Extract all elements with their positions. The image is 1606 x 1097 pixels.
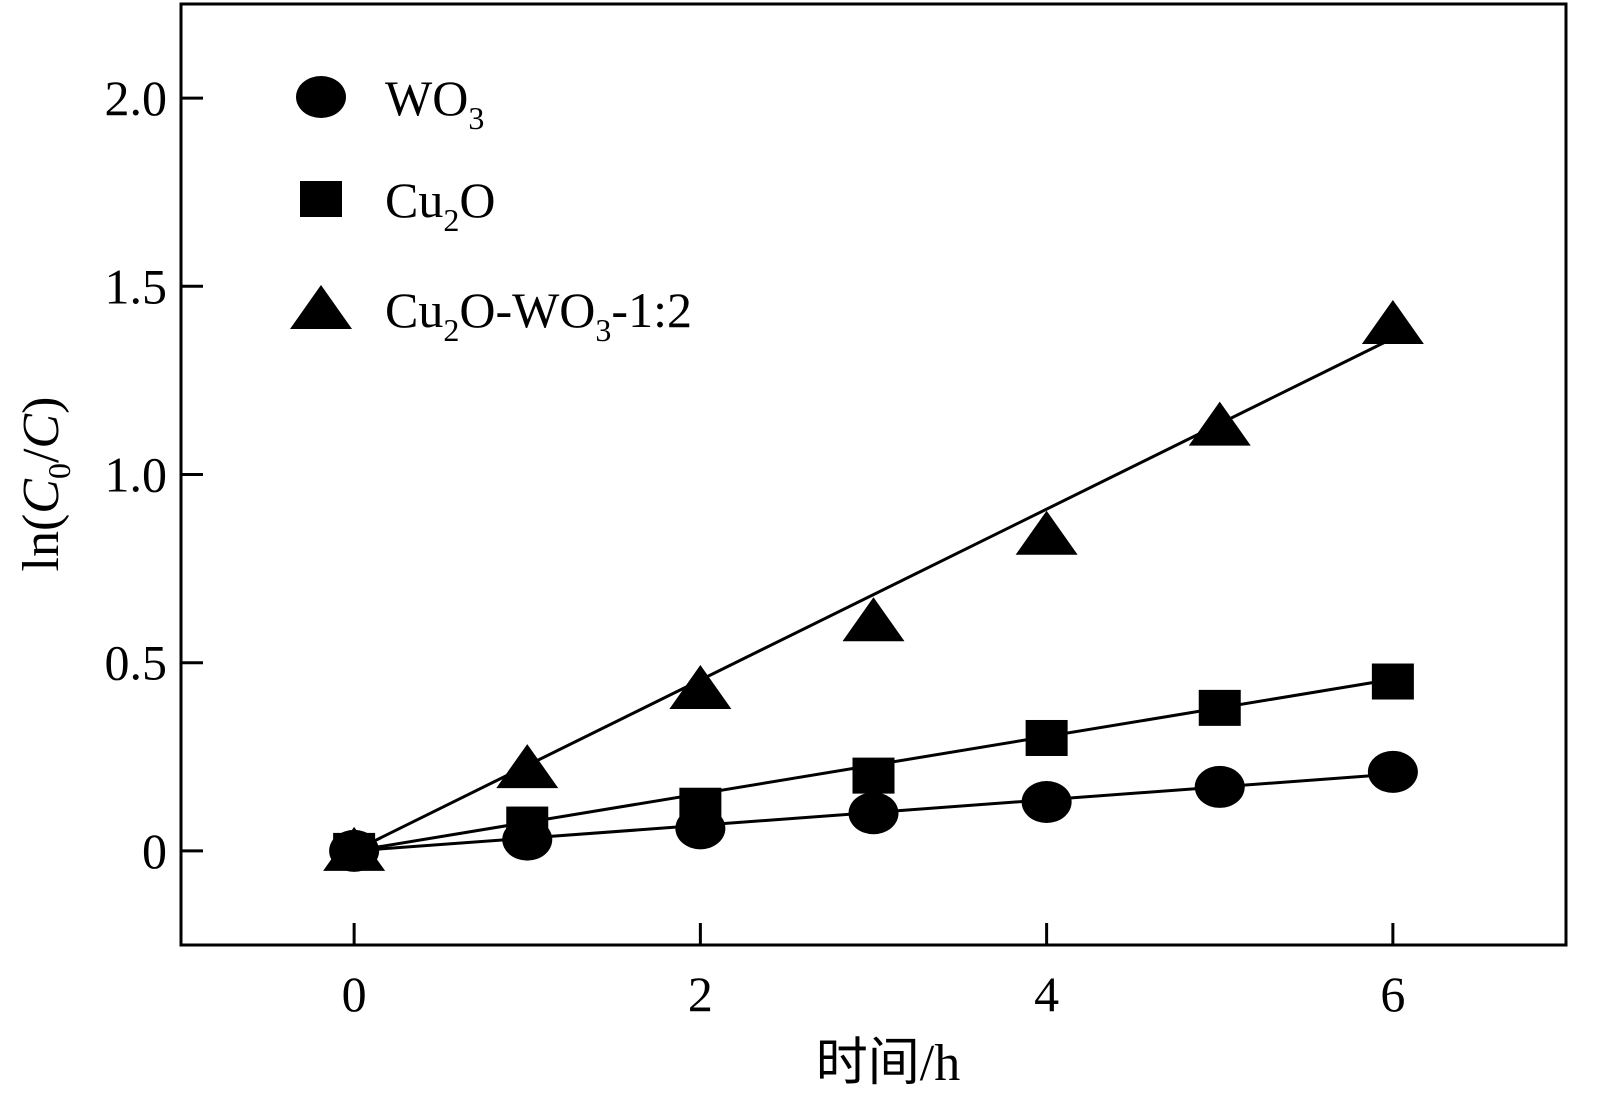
composite-point — [669, 665, 732, 710]
wo3-point — [1367, 750, 1418, 793]
wo3-point — [1021, 780, 1072, 823]
y-tick-label: 0 — [142, 823, 167, 879]
composite-point — [1015, 510, 1078, 555]
cu2o-point — [1371, 663, 1414, 700]
cu2o-point — [679, 787, 722, 824]
cu2o-point — [1025, 719, 1068, 756]
x-tick-label: 0 — [342, 966, 367, 1022]
cu2o-point — [852, 757, 895, 794]
wo3-legend-label: WO3 — [385, 70, 484, 136]
data-points — [323, 299, 1424, 872]
cu2o-legend-marker — [300, 181, 342, 217]
wo3-legend-marker — [296, 76, 346, 118]
x-tick-label: 2 — [688, 966, 713, 1022]
cu2o-point — [1198, 689, 1241, 726]
composite-legend-marker — [290, 285, 352, 329]
composite-legend-label: Cu2O-WO3-1:2 — [385, 282, 692, 348]
cu2o-legend-label: Cu2O — [385, 172, 495, 238]
composite-point — [842, 597, 905, 642]
y-tick-label: 2.0 — [105, 70, 168, 126]
composite-point — [496, 744, 559, 789]
cu2o-point — [506, 806, 549, 843]
composite-point — [323, 826, 386, 871]
y-tick-label: 1.5 — [105, 258, 168, 314]
wo3-point — [1194, 765, 1245, 808]
legend: WO3 Cu2O Cu2O-WO3-1:2 — [290, 70, 692, 348]
composite-point — [1188, 401, 1251, 446]
composite-point — [1361, 299, 1424, 344]
x-axis-ticks: 0 2 4 6 — [342, 923, 1405, 1022]
y-axis-title: ln(C0/C) — [13, 397, 77, 572]
x-tick-label: 6 — [1380, 966, 1405, 1022]
x-axis-title: 时间/h — [816, 1035, 960, 1092]
x-tick-label: 4 — [1034, 966, 1059, 1022]
wo3-point — [848, 792, 899, 835]
y-tick-label: 0.5 — [105, 635, 168, 691]
y-axis-ticks: 0 0.5 1.0 1.5 2.0 — [105, 70, 203, 879]
y-tick-label: 1.0 — [105, 447, 168, 503]
